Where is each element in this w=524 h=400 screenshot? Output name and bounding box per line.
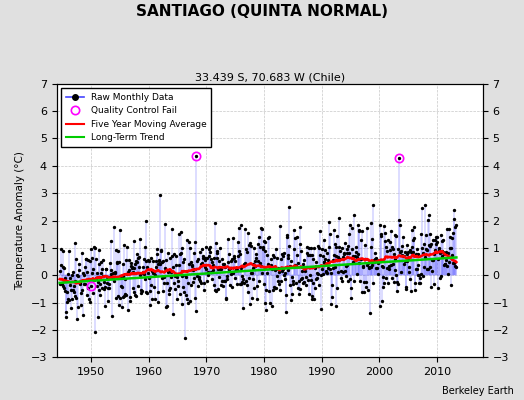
Text: SANTIAGO (QUINTA NORMAL): SANTIAGO (QUINTA NORMAL): [136, 4, 388, 19]
Title: 33.439 S, 70.683 W (Chile): 33.439 S, 70.683 W (Chile): [195, 73, 345, 83]
Y-axis label: Temperature Anomaly (°C): Temperature Anomaly (°C): [15, 151, 25, 290]
Legend: Raw Monthly Data, Quality Control Fail, Five Year Moving Average, Long-Term Tren: Raw Monthly Data, Quality Control Fail, …: [61, 88, 211, 147]
Text: Berkeley Earth: Berkeley Earth: [442, 386, 514, 396]
